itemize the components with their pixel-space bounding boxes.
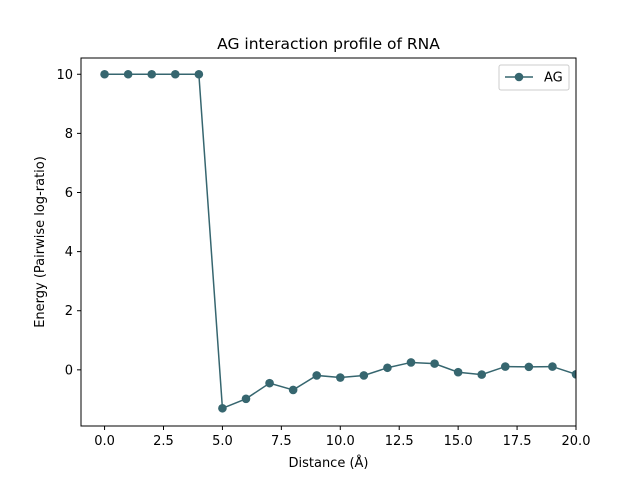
data-point [265, 378, 274, 388]
x-tick-label: 12.5 [385, 434, 414, 449]
data-point [335, 373, 345, 382]
data-point [383, 363, 392, 373]
legend-marker [514, 72, 524, 82]
legend-box [498, 64, 570, 91]
data-point [170, 69, 180, 79]
data-point [406, 358, 416, 367]
data-point [312, 371, 322, 380]
y-axis: 0 2 4 6 8 10 [56, 68, 81, 378]
data-point [571, 369, 576, 379]
x-tick-label: 20.0 [562, 434, 591, 449]
x-tick-label: 15.0 [444, 434, 473, 449]
chart-title: AG interaction profile of RNA [217, 35, 440, 53]
x-axis: 0.0 2.5 5.0 7.5 10.0 12.5 15.0 17.5 20.0 [94, 426, 590, 449]
y-axis-label: Energy (Pairwise log-ratio) [33, 156, 48, 328]
data-point [123, 69, 133, 79]
x-axis-label: Distance (Å) [288, 455, 368, 471]
data-point [241, 394, 251, 404]
y-tick-label: 10 [56, 68, 73, 83]
data-point [524, 362, 534, 372]
legend-entry: AG [544, 71, 563, 86]
data-point [500, 362, 510, 371]
data-point [194, 69, 204, 79]
y-tick-label: 0 [65, 363, 73, 378]
data-point [288, 385, 298, 395]
data-point [453, 367, 463, 377]
x-tick-label: 5.0 [212, 434, 233, 449]
x-tick-label: 7.5 [271, 434, 292, 449]
x-tick-label: 2.5 [153, 434, 174, 449]
x-tick-label: 17.5 [503, 434, 532, 449]
data-point [548, 362, 557, 371]
plot-content [100, 69, 576, 413]
y-tick-label: 2 [65, 304, 73, 319]
data-point [100, 69, 109, 79]
y-tick-label: 4 [65, 245, 73, 260]
data-point [147, 69, 157, 79]
legend: AG [498, 64, 570, 91]
data-point [430, 359, 439, 368]
y-tick-label: 6 [65, 186, 73, 201]
x-tick-label: 0.0 [94, 434, 115, 449]
plot-area [80, 57, 577, 427]
series-line [104, 73, 576, 410]
x-tick-label: 10.0 [326, 434, 355, 449]
data-point [218, 403, 227, 413]
data-point [477, 370, 487, 379]
data-point [359, 371, 369, 380]
y-tick-label: 8 [65, 127, 73, 142]
